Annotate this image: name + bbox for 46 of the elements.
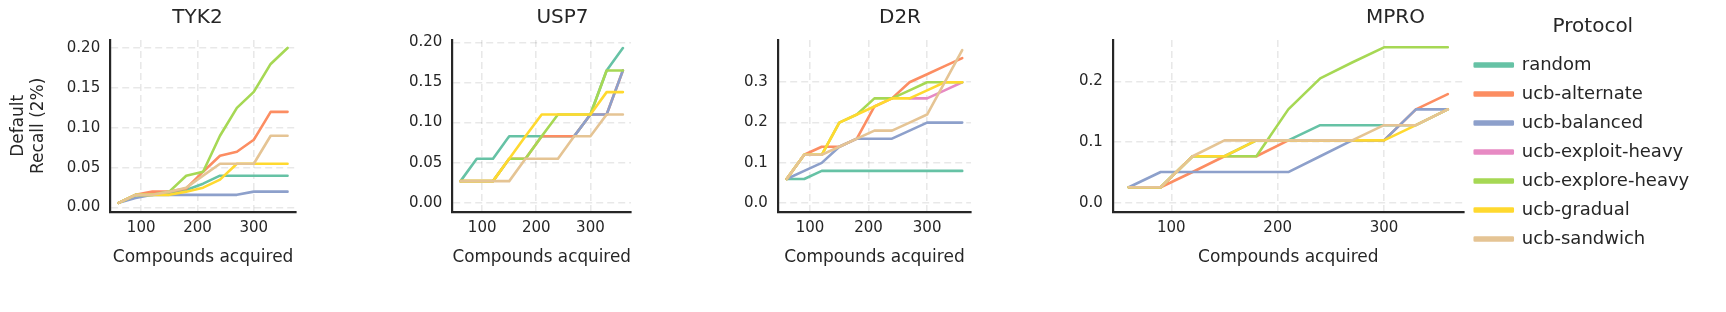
- y-tick-label: 0.00: [66, 197, 101, 216]
- x-tick-label: 300: [239, 218, 269, 237]
- legend-label: random: [1521, 52, 1592, 74]
- x-tick-label: 100: [126, 218, 156, 237]
- legend-label: ucb-balanced: [1521, 110, 1644, 132]
- y-tick-label: 0.15: [66, 77, 101, 96]
- y-tick-label: 0.2: [744, 112, 768, 131]
- y-tick-label: 0.20: [408, 32, 443, 51]
- x-tick-label: 300: [912, 218, 942, 237]
- y-tick-label: 0.2: [1079, 71, 1103, 90]
- x-tick-label: 200: [854, 218, 883, 237]
- y-tick-label: 0.0: [744, 193, 768, 212]
- legend-label: ucb-alternate: [1521, 81, 1643, 103]
- legend-title: Protocol: [1552, 13, 1634, 38]
- y-tick-label: 0.1: [744, 152, 768, 171]
- x-tick-label: 200: [521, 218, 551, 237]
- x-axis-title: Compounds acquired: [452, 246, 631, 267]
- x-tick-label: 200: [1263, 218, 1292, 237]
- y-tick-label: 0.05: [408, 152, 443, 171]
- x-tick-label: 100: [1157, 218, 1186, 237]
- legend-label: ucb-explore-heavy: [1521, 168, 1690, 190]
- y-tick-label: 0.10: [66, 117, 101, 136]
- legend-label: ucb-exploit-heavy: [1521, 139, 1684, 161]
- y-tick-label: 0.0: [1079, 192, 1103, 211]
- x-axis-title: Compounds acquired: [112, 246, 294, 267]
- chart-title: USP7: [536, 4, 589, 29]
- legend-label: ucb-gradual: [1521, 197, 1630, 219]
- chart-title: TYK2: [171, 4, 223, 29]
- y-axis-title: Default Recall (2%): [6, 77, 48, 174]
- x-axis-title: Compounds acquired: [1198, 246, 1379, 267]
- x-tick-label: 300: [1369, 218, 1399, 237]
- y-tick-label: 0.05: [66, 157, 101, 176]
- y-tick-label: 0.00: [408, 192, 443, 211]
- x-tick-label: 300: [576, 218, 605, 237]
- chart-title: MPRO: [1366, 4, 1425, 29]
- y-tick-label: 0.15: [408, 72, 443, 91]
- chart-title: D2R: [878, 4, 922, 29]
- x-tick-label: 100: [795, 218, 825, 237]
- y-tick-label: 0.1: [1079, 132, 1103, 151]
- x-tick-label: 100: [467, 218, 497, 237]
- y-tick-label: 0.10: [408, 112, 443, 131]
- x-tick-label: 200: [183, 218, 212, 237]
- y-tick-label: 0.3: [744, 72, 768, 91]
- x-axis-title: Compounds acquired: [784, 246, 965, 267]
- y-tick-label: 0.20: [66, 37, 101, 56]
- legend-label: ucb-sandwich: [1521, 226, 1646, 248]
